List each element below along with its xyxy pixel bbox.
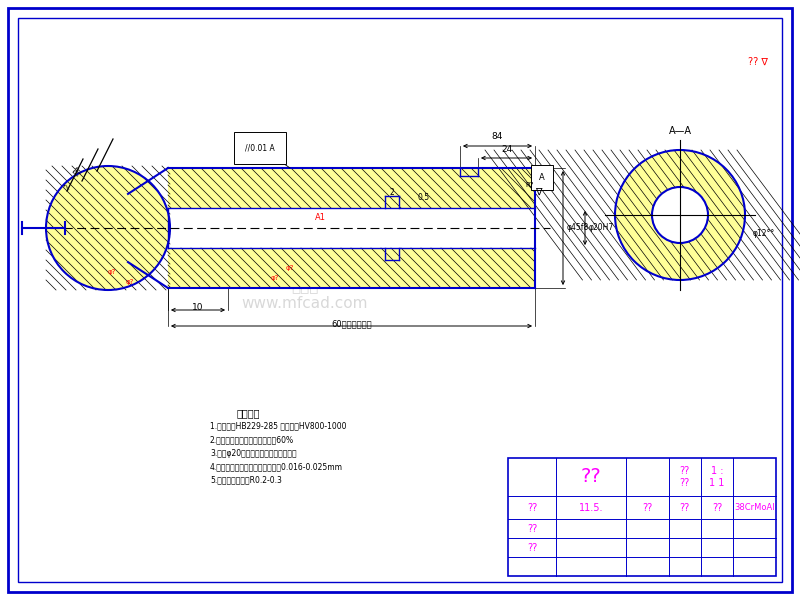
Polygon shape: [168, 248, 535, 288]
Text: 1 :: 1 :: [710, 466, 723, 476]
Text: 0.5: 0.5: [417, 193, 429, 202]
Text: 1 1: 1 1: [710, 478, 725, 488]
FancyBboxPatch shape: [8, 8, 792, 592]
Circle shape: [652, 187, 708, 243]
Text: ??: ??: [642, 503, 653, 512]
Text: ?: ?: [63, 184, 73, 193]
Text: A: A: [539, 173, 545, 182]
Text: 4.与缸体柱塞孔配合间隙直径方向0.016-0.025mm: 4.与缸体柱塞孔配合间隙直径方向0.016-0.025mm: [210, 462, 343, 471]
Text: ?? ∇: ?? ∇: [748, 57, 768, 67]
Text: //0.01 A: //0.01 A: [245, 143, 275, 152]
Text: A—A: A—A: [669, 126, 691, 136]
Text: 60（精密研磨）: 60（精密研磨）: [331, 319, 372, 328]
Text: 10: 10: [192, 303, 204, 312]
Text: 24: 24: [501, 145, 512, 154]
Text: 2.球头与滑靴淬贡接触面积大于60%: 2.球头与滑靴淬贡接触面积大于60%: [210, 435, 294, 444]
Text: φ?: φ?: [108, 269, 116, 275]
Text: φ?: φ?: [271, 275, 279, 281]
Text: ??: ??: [680, 478, 690, 488]
Text: 5.毛刺、锐边倒钝R0.2-0.3: 5.毛刺、锐边倒钝R0.2-0.3: [210, 475, 282, 485]
Text: 11.5.: 11.5.: [579, 503, 603, 512]
Text: R?: R?: [526, 182, 534, 188]
Text: ??: ??: [680, 466, 690, 476]
Text: ??: ??: [581, 467, 602, 487]
Text: φ20H7: φ20H7: [589, 223, 614, 232]
Text: 38CrMoAl: 38CrMoAl: [734, 503, 775, 512]
Text: φ12°°: φ12°°: [753, 229, 775, 238]
Text: 技术要求: 技术要求: [236, 408, 260, 418]
Text: ??: ??: [527, 524, 538, 534]
Polygon shape: [168, 208, 535, 248]
Text: R?: R?: [71, 166, 85, 178]
Text: 84: 84: [492, 132, 503, 141]
Circle shape: [615, 150, 745, 280]
Polygon shape: [168, 168, 535, 208]
Text: A1: A1: [314, 214, 326, 223]
Text: 2: 2: [390, 188, 394, 197]
Text: 1.调制处理HB229-285 气体氮化HV800-1000: 1.调制处理HB229-285 气体氮化HV800-1000: [210, 421, 346, 431]
Text: φ?: φ?: [126, 279, 134, 285]
Text: ??: ??: [527, 542, 538, 553]
Text: ??: ??: [527, 503, 538, 512]
Text: φ45f8: φ45f8: [567, 223, 590, 232]
Text: ??: ??: [712, 503, 722, 512]
Text: φ?: φ?: [286, 265, 294, 271]
Text: ∇: ∇: [534, 187, 542, 197]
Circle shape: [46, 166, 170, 290]
Text: 沐风网
www.mfcad.com: 沐风网 www.mfcad.com: [242, 279, 368, 311]
Text: 3.外径φ20氮化后研磨、研磨、抛光蓝: 3.外径φ20氮化后研磨、研磨、抛光蓝: [210, 449, 297, 457]
FancyBboxPatch shape: [508, 458, 776, 576]
Text: ??: ??: [680, 503, 690, 512]
